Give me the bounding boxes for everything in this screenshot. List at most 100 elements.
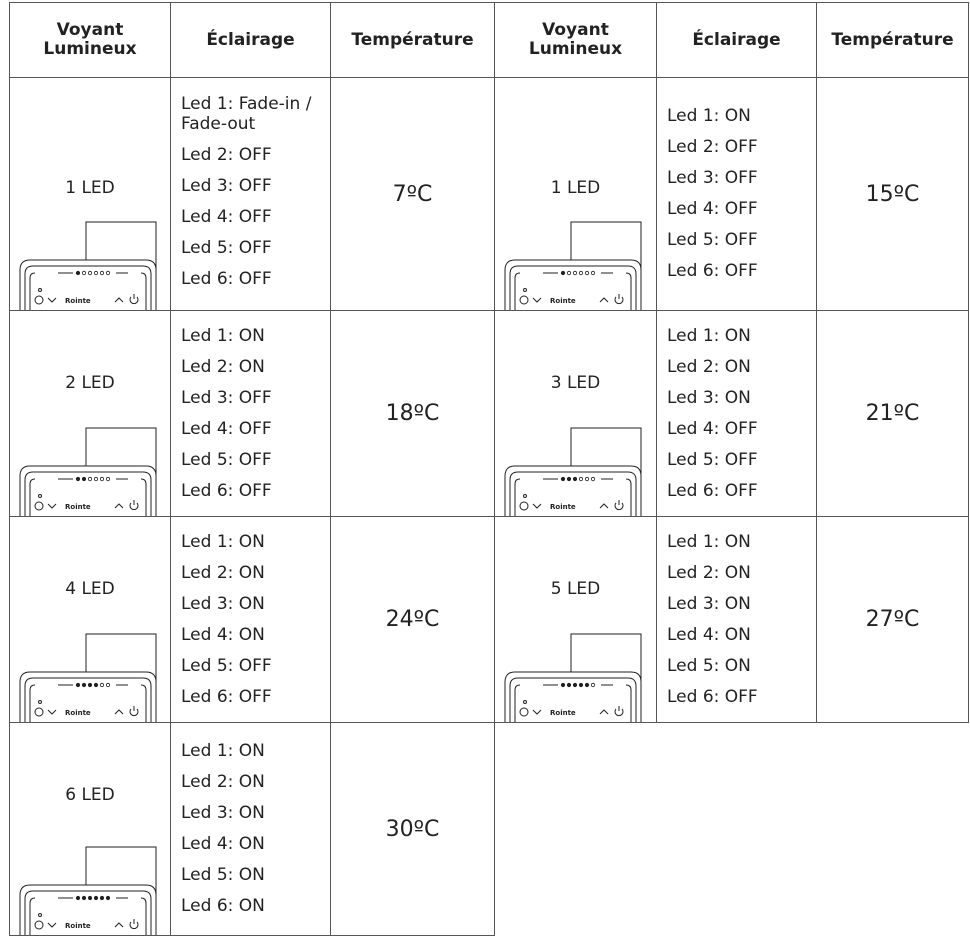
voyant-cell: 6 LED Rointe: [9, 722, 171, 936]
empty-cell: [495, 723, 969, 936]
led-state: Led 4: ON: [181, 624, 265, 645]
led-state: Led 1: ON: [667, 106, 751, 126]
voyant-label: 4 LED: [65, 579, 115, 599]
led-dot: [75, 476, 81, 482]
table-row: 1 LED Rointe Led 1: Fade-in / Fade-out Led …: [9, 77, 969, 311]
led-state: Led 1: ON: [181, 741, 265, 761]
device-icon: Rointe: [19, 427, 157, 516]
header-cell: Éclairage: [170, 2, 331, 78]
led-dot: [105, 270, 111, 276]
led-state: Led 3: OFF: [181, 175, 272, 196]
led-dot: [87, 895, 93, 901]
led-dot: [572, 682, 578, 688]
device-brand: Rointe: [65, 297, 91, 305]
led-dot: [81, 476, 87, 482]
led-state: Led 6: OFF: [667, 261, 758, 281]
led-dot: [75, 895, 81, 901]
device-icon: Rointe: [504, 221, 642, 310]
header-cell: Voyant Lumineux: [494, 2, 657, 78]
led-dot: [560, 270, 566, 276]
device-brand: Rointe: [550, 297, 576, 305]
led-state: Led 6: OFF: [667, 480, 758, 501]
led-state: Led 2: ON: [667, 356, 751, 377]
led-state: Led 1: ON: [181, 531, 265, 552]
voyant-cell: 1 LED Rointe: [494, 77, 657, 311]
led-state: Led 4: OFF: [181, 418, 272, 439]
led-state: Led 6: OFF: [181, 480, 272, 501]
device-brand: Rointe: [65, 503, 91, 511]
led-state: Led 3: ON: [181, 803, 265, 823]
device-icon: Rointe: [19, 633, 157, 722]
led-state: Led 1: Fade-in / Fade-out: [181, 93, 312, 134]
voyant-label: 2 LED: [65, 373, 115, 393]
led-state: Led 5: OFF: [181, 449, 272, 470]
led-state: Led 2: OFF: [667, 137, 758, 157]
voyant-cell: 1 LED Rointe: [9, 77, 171, 311]
led-dot: [99, 270, 105, 276]
device-brand: Rointe: [65, 709, 91, 717]
device-icon: Rointe: [19, 846, 157, 935]
led-state: Led 4: OFF: [667, 199, 758, 219]
temperature-cell: 27ºC: [816, 516, 969, 723]
voyant-label: 1 LED: [65, 178, 115, 198]
led-dot: [590, 270, 596, 276]
eclairage-cell: Led 1: Fade-in / Fade-out Led 2: OFF Led 3…: [170, 77, 331, 311]
temperature-cell: 15ºC: [816, 77, 969, 311]
led-state: Led 3: ON: [667, 387, 751, 408]
led-state: Led 4: ON: [667, 624, 751, 645]
table-body: Voyant Lumineux Éclairage Température Voyan…: [9, 2, 969, 936]
led-dot: [87, 476, 93, 482]
led-dot: [75, 682, 81, 688]
eclairage-cell: Led 1: ON Led 2: OFF Led 3: OFF Led 4: OFF L…: [656, 77, 817, 311]
led-dot: [566, 476, 572, 482]
voyant-cell: 4 LED Rointe: [9, 516, 171, 723]
temperature-cell: 21ºC: [816, 310, 969, 517]
table-row: 2 LED Rointe Led 1: ON Led 2: ON Led 3: OFF L…: [9, 310, 969, 517]
led-dot: [93, 682, 99, 688]
voyant-label: 3 LED: [550, 373, 601, 393]
led-dot: [578, 270, 584, 276]
led-dot: [99, 895, 105, 901]
led-dot: [81, 270, 87, 276]
led-state: Led 6: OFF: [181, 268, 272, 289]
led-state: Led 4: OFF: [667, 418, 758, 439]
led-state: Led 1: ON: [667, 531, 751, 552]
led-state: Led 5: ON: [667, 655, 751, 676]
voyant-cell: 2 LED Rointe: [9, 310, 171, 517]
led-state: Led 3: ON: [667, 593, 751, 614]
voyant-cell: 3 LED Rointe: [494, 310, 657, 517]
led-state: Led 4: ON: [181, 834, 265, 854]
led-dot: [566, 682, 572, 688]
led-dot: [560, 476, 566, 482]
led-state: Led 3: ON: [181, 593, 265, 614]
led-dot: [87, 270, 93, 276]
temperature-cell: 30ºC: [330, 722, 495, 936]
led-dot: [578, 682, 584, 688]
device-brand: Rointe: [65, 922, 91, 930]
led-state: Led 5: OFF: [181, 655, 272, 676]
led-dot: [75, 270, 81, 276]
voyant-cell: 5 LED Rointe: [494, 516, 657, 723]
led-dot: [560, 682, 566, 688]
header-cell: Température: [330, 2, 495, 78]
led-dot: [81, 682, 87, 688]
led-dot: [572, 270, 578, 276]
led-state: Led 5: ON: [181, 865, 265, 885]
eclairage-cell: Led 1: ON Led 2: ON Led 3: OFF Led 4: OFF Le…: [170, 310, 331, 517]
header-cell: Température: [816, 2, 969, 78]
led-state: Led 3: OFF: [667, 168, 758, 188]
device-brand: Rointe: [550, 709, 576, 717]
led-state: Led 2: ON: [667, 562, 751, 583]
device-brand: Rointe: [550, 503, 576, 511]
led-dot: [584, 476, 590, 482]
led-dot: [566, 270, 572, 276]
led-state: Led 2: OFF: [181, 144, 272, 165]
led-state: Led 6: OFF: [667, 686, 758, 707]
led-state: Led 6: OFF: [181, 686, 272, 707]
header-row: Voyant Lumineux Éclairage Température Voyan…: [9, 2, 969, 78]
led-state: Led 4: OFF: [181, 206, 272, 227]
led-dot: [87, 682, 93, 688]
voyant-label: 5 LED: [550, 579, 601, 599]
header-cell: Éclairage: [656, 2, 817, 78]
